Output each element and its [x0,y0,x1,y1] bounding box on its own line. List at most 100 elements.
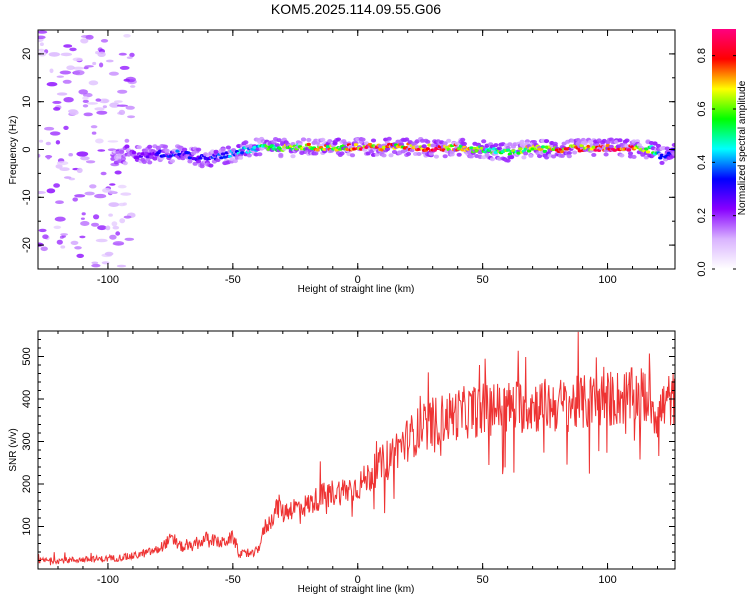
spectrogram-ridge-halo [381,153,387,158]
colorbar-tick-label: 0.8 [696,48,708,63]
spectrogram-ridge-cell [579,144,584,148]
x-tick-label: -50 [225,274,241,286]
colorbar-gradient [712,29,736,269]
spectrogram-ridge-halo [468,154,474,159]
spectrogram-ridge-halo [208,163,214,168]
spectrogram-noise-cell [91,261,99,265]
spectrogram-ridge-cell [540,145,546,149]
spectrogram-noise-cell [69,110,79,116]
spectrogram-ridge-cell [185,151,191,155]
spectrogram-noise-cell [107,140,119,143]
spectrogram-noise-cell [90,125,98,129]
spectrogram-ridge-cell [526,149,532,153]
spectrogram-noise-cell [74,194,86,198]
spectrogram-noise-cell [54,216,66,222]
spectrogram-ridge-halo [274,143,280,148]
spectrogram-ridge-halo [627,151,634,156]
spectrogram-ridge-halo [232,159,238,164]
spectrogram-noise-cell [82,104,89,108]
spectrogram-ridge-cell [175,149,180,153]
spectrogram-noise-cell [74,246,82,250]
spectrogram-noise-cell [114,170,122,175]
spectrogram-ridge-halo [425,139,431,144]
spectrogram-ridge-halo [276,138,282,143]
spectrogram-noise-cell [55,140,61,145]
spectrogram-noise-cell [70,240,79,245]
spectrogram-ridge-halo [141,159,147,164]
spectrogram-ridge-halo [509,155,515,160]
spectrogram-ridge-halo [238,155,244,160]
spectrogram-noise-cell [76,151,89,157]
spectrogram-ridge-halo [551,154,557,159]
spectrogram-ridge-halo [196,147,202,152]
spectrogram-ridge-halo [416,152,422,156]
spectrogram-noise-cell [118,109,126,115]
spectrogram-noise-cell [80,217,85,220]
spectrogram-ridge-halo [246,153,252,158]
colorbar-tick-label: 0.4 [696,155,708,170]
y-tick-label: 300 [21,432,33,450]
spectrogram-ridge-halo [531,140,538,144]
spectrogram-noise-cell [49,68,54,74]
spectrogram-noise-cell [68,153,73,157]
spectrogram-ridge-halo [655,143,662,148]
spectrogram-noise-cell [63,97,74,103]
spectrogram-ridge-halo [145,157,151,162]
spectrogram-ridge-halo [631,154,637,159]
y-tick-label: -10 [21,189,33,205]
spectrogram-ridge-halo [225,145,231,150]
spectrogram-ridge-halo [320,137,326,142]
spectrogram-ridge-halo [196,159,202,164]
spectrogram-noise-cell [63,125,69,130]
spectrogram-ridge-halo [481,155,487,160]
spectrogram-noise-cell [123,78,131,82]
spectrogram-noise-cell [39,42,44,46]
spectrogram-noise-cell [79,235,86,239]
spectrogram-noise-cell [108,71,119,76]
colorbar-ticks: 0.0 0.2 0.4 0.6 0.8 [696,48,736,277]
spectrogram-noise-cell [69,47,77,52]
spectrogram-ridge-halo [624,143,630,148]
spectrogram-noise-cell [82,99,89,103]
spectrogram-noise-cell [49,131,61,136]
spectrogram-ridge-halo [313,151,319,156]
spectrogram-ridge-halo [652,141,658,146]
spectrogram-ridge-halo [360,137,366,142]
spectrogram-noise-cell [85,34,94,40]
spectrogram-noise-cell [108,213,113,217]
spectrogram-noise-cell [55,164,63,169]
spectrogram-noise-cell [53,183,60,188]
spectrogram-noise-cell [102,105,107,109]
spectrogram-ridge-halo [505,158,511,163]
chart-title: KOM5.2025.114.09.55.G06 [271,1,441,17]
spectrogram-noise-cell [129,52,135,58]
spectrogram-ridge-halo [187,159,193,164]
spectrogram-ridge-cell [220,152,226,156]
snr-x-label: Height of straight line (km) [298,584,415,595]
spectrogram-y-label: Frequency (Hz) [8,116,19,185]
spectrogram-noise-cell [109,234,117,240]
spectrogram-noise-cell [123,215,132,219]
spectrogram-noise-cell [109,102,120,108]
spectrogram-noise-cell [60,245,66,249]
spectrogram-ridge-halo [608,144,614,149]
spectrogram-ridge-halo [460,137,466,142]
spectrogram-ridge-cell [645,150,651,154]
spectrogram-ridge-cell [269,144,275,148]
spectrogram-ridge-cell [530,147,535,151]
spectrogram-noise-cell [81,212,86,216]
spectrogram-noise-cell [60,233,68,236]
spectrogram-ridge-halo [433,154,439,159]
spectrogram-noise-cell [98,98,110,104]
spectrogram-ridge-cell [516,151,521,155]
spectrogram-ridge-halo [192,161,198,166]
spectrogram-ridge-cell [457,147,462,151]
snr-marks [38,331,675,566]
spectrogram-noise-cell [94,193,107,199]
y-tick-label: 100 [21,517,33,535]
x-tick-label: -100 [97,574,119,586]
colorbar-tick-label: 0.0 [696,261,708,276]
spectrogram-ridge-halo [182,147,188,152]
spectrogram-noise-cell [38,35,46,40]
